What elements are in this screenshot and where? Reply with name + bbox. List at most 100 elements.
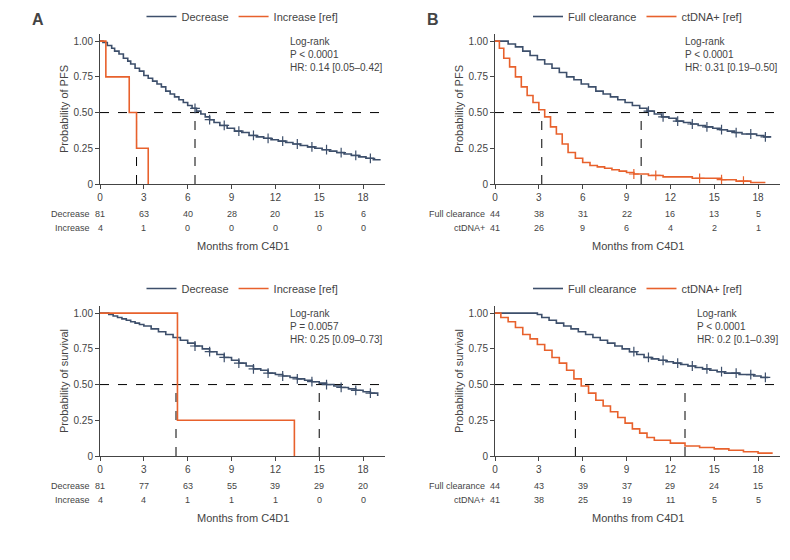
svg-text:18: 18 xyxy=(358,192,370,203)
svg-text:Probability of survival: Probability of survival xyxy=(453,329,465,433)
svg-text:31: 31 xyxy=(578,209,588,219)
svg-text:ctDNA+: ctDNA+ xyxy=(454,495,485,505)
svg-text:Log-rankP < 0.0001HR: 0.2 [0.1: Log-rankP < 0.0001HR: 0.2 [0.1–0.39] xyxy=(697,308,778,345)
svg-text:Log-rankP < 0.0001HR: 0.14 [0.: Log-rankP < 0.0001HR: 0.14 [0.05–0.42] xyxy=(290,36,383,73)
svg-text:9: 9 xyxy=(229,464,235,475)
svg-text:16: 16 xyxy=(665,209,675,219)
svg-text:5: 5 xyxy=(756,209,761,219)
svg-text:0.25: 0.25 xyxy=(469,143,489,154)
svg-text:Log-rankP < 0.0001HR: 0.31 [0.: Log-rankP < 0.0001HR: 0.31 [0.19–0.50] xyxy=(685,36,778,73)
svg-text:40: 40 xyxy=(183,209,193,219)
svg-text:0.75: 0.75 xyxy=(469,343,489,354)
svg-text:12: 12 xyxy=(665,192,677,203)
svg-text:0: 0 xyxy=(361,495,366,505)
svg-text:0: 0 xyxy=(87,451,93,462)
svg-text:81: 81 xyxy=(95,209,105,219)
svg-text:81: 81 xyxy=(95,481,105,491)
svg-text:18: 18 xyxy=(753,192,765,203)
svg-text:0: 0 xyxy=(361,223,366,233)
svg-text:29: 29 xyxy=(665,481,675,491)
svg-text:Full clearance: Full clearance xyxy=(568,283,636,295)
svg-text:44: 44 xyxy=(490,481,500,491)
svg-text:6: 6 xyxy=(185,192,191,203)
svg-text:77: 77 xyxy=(139,481,149,491)
svg-text:38: 38 xyxy=(534,495,544,505)
svg-text:0: 0 xyxy=(482,179,488,190)
svg-text:38: 38 xyxy=(534,209,544,219)
svg-text:Decrease: Decrease xyxy=(51,481,90,491)
svg-text:15: 15 xyxy=(314,192,326,203)
svg-text:63: 63 xyxy=(183,481,193,491)
svg-text:13: 13 xyxy=(709,209,719,219)
svg-text:1.00: 1.00 xyxy=(74,308,94,319)
svg-text:20: 20 xyxy=(270,209,280,219)
svg-text:43: 43 xyxy=(534,481,544,491)
svg-text:0: 0 xyxy=(482,451,488,462)
svg-text:0.25: 0.25 xyxy=(74,415,94,426)
svg-text:4: 4 xyxy=(98,495,103,505)
svg-text:Months from C4D1: Months from C4D1 xyxy=(197,240,289,252)
svg-text:0.75: 0.75 xyxy=(74,343,94,354)
svg-text:Months from C4D1: Months from C4D1 xyxy=(592,240,684,252)
svg-text:15: 15 xyxy=(709,464,721,475)
svg-text:25: 25 xyxy=(578,495,588,505)
svg-text:0: 0 xyxy=(97,464,103,475)
svg-text:12: 12 xyxy=(270,192,282,203)
svg-text:0.50: 0.50 xyxy=(469,107,489,118)
svg-text:3: 3 xyxy=(536,464,542,475)
svg-text:3: 3 xyxy=(536,192,542,203)
svg-text:2: 2 xyxy=(712,223,717,233)
svg-text:39: 39 xyxy=(578,481,588,491)
svg-text:15: 15 xyxy=(709,192,721,203)
svg-text:Increase [ref]: Increase [ref] xyxy=(274,11,338,23)
svg-text:41: 41 xyxy=(490,495,500,505)
svg-text:15: 15 xyxy=(314,464,326,475)
svg-text:4: 4 xyxy=(98,223,103,233)
svg-text:37: 37 xyxy=(622,481,632,491)
svg-text:9: 9 xyxy=(229,192,235,203)
svg-text:12: 12 xyxy=(270,464,282,475)
svg-text:5: 5 xyxy=(712,495,717,505)
svg-text:1.00: 1.00 xyxy=(469,36,489,47)
svg-text:ctDNA+ [ref]: ctDNA+ [ref] xyxy=(681,11,741,23)
svg-text:0.75: 0.75 xyxy=(469,71,489,82)
svg-text:6: 6 xyxy=(580,464,586,475)
svg-text:29: 29 xyxy=(314,481,324,491)
svg-text:Decrease: Decrease xyxy=(182,283,229,295)
svg-text:15: 15 xyxy=(753,481,763,491)
svg-text:20: 20 xyxy=(358,481,368,491)
svg-text:1: 1 xyxy=(141,223,146,233)
svg-text:Increase [ref]: Increase [ref] xyxy=(274,283,338,295)
svg-text:44: 44 xyxy=(490,209,500,219)
svg-text:4: 4 xyxy=(668,223,673,233)
svg-text:15: 15 xyxy=(314,209,324,219)
svg-text:5: 5 xyxy=(756,495,761,505)
svg-text:3: 3 xyxy=(141,464,147,475)
svg-text:22: 22 xyxy=(622,209,632,219)
svg-text:6: 6 xyxy=(185,464,191,475)
svg-text:1: 1 xyxy=(185,495,190,505)
svg-text:28: 28 xyxy=(227,209,237,219)
svg-text:1: 1 xyxy=(273,495,278,505)
svg-text:0: 0 xyxy=(273,223,278,233)
svg-text:0: 0 xyxy=(97,192,103,203)
svg-text:9: 9 xyxy=(624,192,630,203)
svg-text:1: 1 xyxy=(229,495,234,505)
svg-text:Months from C4D1: Months from C4D1 xyxy=(197,512,289,524)
svg-text:0.75: 0.75 xyxy=(74,71,94,82)
svg-text:9: 9 xyxy=(624,464,630,475)
svg-text:41: 41 xyxy=(490,223,500,233)
svg-text:Months from C4D1: Months from C4D1 xyxy=(592,512,684,524)
svg-text:0.50: 0.50 xyxy=(74,107,94,118)
svg-text:9: 9 xyxy=(580,223,585,233)
svg-text:Increase: Increase xyxy=(55,223,90,233)
svg-text:24: 24 xyxy=(709,481,719,491)
svg-text:0: 0 xyxy=(87,179,93,190)
svg-text:Probability of survival: Probability of survival xyxy=(58,329,70,433)
svg-text:0.50: 0.50 xyxy=(469,379,489,390)
svg-text:18: 18 xyxy=(753,464,765,475)
svg-text:11: 11 xyxy=(666,495,675,505)
svg-text:1.00: 1.00 xyxy=(74,36,94,47)
svg-text:0: 0 xyxy=(317,495,322,505)
svg-text:1.00: 1.00 xyxy=(469,308,489,319)
